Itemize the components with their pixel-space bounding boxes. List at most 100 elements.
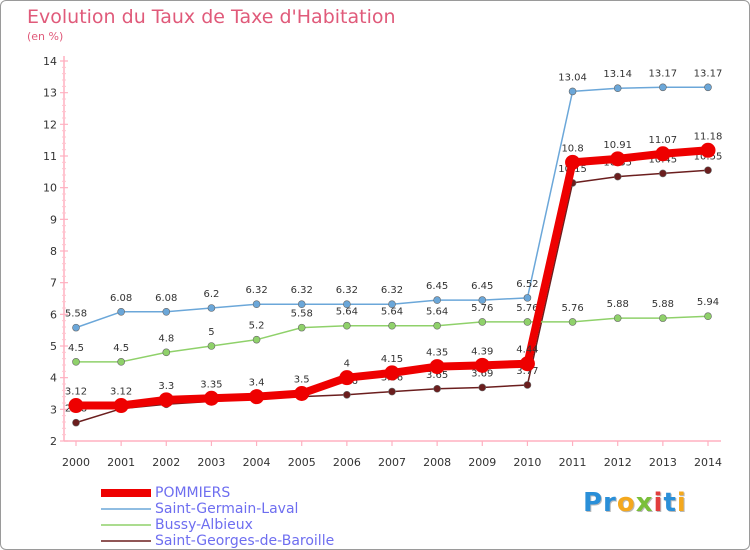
point-pommiers: [610, 151, 626, 167]
point-pommiers: [655, 146, 671, 162]
data-label-saint-germain-laval: 6.32: [245, 285, 267, 296]
point-bussy-albieux: [207, 342, 216, 350]
point-saint-germain-laval: [72, 323, 80, 332]
chart-title: Evolution du Taux de Taxe d'Habitation: [27, 6, 396, 28]
point-saint-germain-laval: [704, 83, 712, 92]
data-label-bussy-albieux: 5.64: [336, 307, 358, 318]
point-bussy-albieux: [523, 318, 532, 326]
legend-swatch-bussy-albieux: [101, 524, 151, 526]
legend-item-bussy-albieux: Bussy-Albieux: [101, 517, 334, 533]
data-label-bussy-albieux: 5.64: [426, 307, 448, 318]
point-pommiers: [565, 154, 581, 170]
data-label-saint-germain-laval: 13.17: [694, 68, 723, 79]
data-label-saint-germain-laval: 13.04: [558, 72, 587, 83]
point-pommiers: [519, 356, 535, 372]
data-label-pommiers: 10.8: [561, 143, 583, 154]
point-pommiers: [294, 386, 310, 401]
point-bussy-albieux: [72, 358, 80, 366]
point-pommiers: [68, 398, 84, 414]
legend-label-saint-germain-laval: Saint-Germain-Laval: [155, 501, 299, 517]
data-label-pommiers: 4.15: [381, 354, 403, 365]
data-label-pommiers: 4.35: [426, 348, 448, 359]
point-saint-georges-de-baroille: [72, 418, 80, 427]
point-bussy-albieux: [297, 323, 306, 332]
data-label-pommiers: 4.44: [516, 345, 538, 356]
data-label-bussy-albieux: 5.88: [607, 299, 629, 310]
point-bussy-albieux: [388, 321, 396, 330]
data-label-saint-germain-laval: 5.58: [65, 309, 87, 320]
point-saint-germain-laval: [388, 300, 396, 309]
point-saint-georges-de-baroille: [704, 166, 712, 175]
point-saint-georges-de-baroille: [523, 381, 532, 389]
point-saint-germain-laval: [659, 83, 667, 92]
data-label-bussy-albieux: 5.94: [697, 297, 719, 308]
point-bussy-albieux: [613, 314, 622, 322]
point-saint-georges-de-baroille: [388, 387, 396, 396]
data-label-bussy-albieux: 4.5: [113, 343, 129, 354]
data-label-saint-germain-laval: 13.14: [603, 69, 632, 80]
data-label-pommiers: 4: [344, 359, 350, 370]
y-tick-label: 13: [43, 87, 57, 100]
data-label-pommiers: 3.35: [200, 379, 222, 390]
data-label-saint-germain-laval: 13.17: [649, 68, 678, 79]
point-pommiers: [113, 398, 129, 414]
data-label-bussy-albieux: 5.88: [652, 299, 674, 310]
point-bussy-albieux: [659, 314, 667, 322]
x-tick-label: 2000: [62, 456, 90, 469]
legend-item-saint-georges-de-baroille: Saint-Georges-de-Baroille: [101, 533, 334, 549]
point-saint-germain-laval: [117, 307, 125, 316]
point-saint-germain-laval: [343, 300, 351, 309]
data-label-pommiers: 4.39: [471, 346, 493, 357]
y-tick-label: 5: [50, 340, 57, 353]
point-pommiers: [339, 370, 355, 386]
point-saint-germain-laval: [568, 87, 577, 96]
x-tick-label: 2011: [559, 456, 587, 469]
data-label-saint-germain-laval: 6.45: [426, 281, 448, 292]
point-pommiers: [700, 142, 716, 158]
y-tick-label: 6: [50, 308, 57, 321]
point-bussy-albieux: [343, 321, 351, 330]
data-label-saint-germain-laval: 6.32: [336, 285, 358, 296]
point-bussy-albieux: [568, 318, 577, 326]
data-label-pommiers: 3.12: [65, 387, 87, 398]
data-label-bussy-albieux: 5.76: [516, 303, 538, 314]
point-pommiers: [429, 359, 445, 375]
y-tick-label: 11: [43, 150, 57, 163]
point-bussy-albieux: [162, 348, 171, 357]
point-saint-germain-laval: [252, 300, 261, 309]
x-tick-label: 2010: [513, 456, 541, 469]
x-tick-label: 2002: [152, 456, 180, 469]
data-label-bussy-albieux: 5: [208, 327, 214, 338]
legend-swatch-saint-germain-laval: [101, 508, 151, 510]
legend-label-bussy-albieux: Bussy-Albieux: [155, 517, 253, 533]
data-label-bussy-albieux: 5.64: [381, 307, 403, 318]
proxiti-logo: Proxiti: [583, 488, 687, 518]
data-label-saint-germain-laval: 6.08: [110, 293, 132, 304]
legend-label-saint-georges-de-baroille: Saint-Georges-de-Baroille: [155, 533, 335, 549]
point-saint-germain-laval: [162, 307, 171, 316]
data-label-pommiers: 3.12: [110, 387, 132, 398]
point-pommiers: [158, 392, 174, 408]
data-label-bussy-albieux: 5.2: [249, 321, 265, 332]
data-label-bussy-albieux: 4.8: [158, 333, 174, 344]
point-bussy-albieux: [433, 321, 441, 330]
data-label-bussy-albieux: 4.5: [68, 343, 84, 354]
data-label-saint-georges-de-baroille: 3.77: [516, 366, 538, 377]
x-tick-label: 2008: [423, 456, 451, 469]
data-label-saint-germain-laval: 6.45: [471, 281, 493, 292]
data-label-saint-germain-laval: 6.32: [381, 285, 403, 296]
y-tick-label: 4: [50, 372, 57, 385]
x-tick-label: 2005: [288, 456, 316, 469]
data-label-pommiers: 3.5: [294, 375, 310, 386]
data-label-bussy-albieux: 5.58: [291, 309, 313, 320]
data-label-saint-germain-laval: 6.52: [516, 279, 538, 290]
point-bussy-albieux: [252, 335, 261, 344]
y-tick-label: 12: [43, 118, 57, 131]
data-label-bussy-albieux: 5.76: [561, 303, 583, 314]
data-label-pommiers: 10.91: [603, 140, 632, 151]
point-saint-germain-laval: [523, 294, 532, 302]
data-label-saint-georges-de-baroille: 3.65: [426, 370, 448, 381]
data-label-bussy-albieux: 5.76: [471, 303, 493, 314]
point-bussy-albieux: [478, 318, 487, 326]
